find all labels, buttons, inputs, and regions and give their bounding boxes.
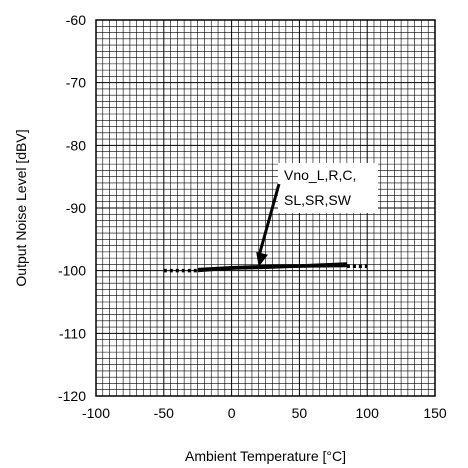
y-tick-label: -100 xyxy=(58,263,86,279)
x-axis-label: Ambient Temperature [°C] xyxy=(185,448,346,464)
x-tick-label: 50 xyxy=(292,405,308,421)
plot-frame xyxy=(95,19,436,397)
y-tick-label: -120 xyxy=(58,388,86,404)
annotation-box xyxy=(278,163,378,213)
annotation-line: SL,SR,SW xyxy=(284,192,352,208)
grid xyxy=(96,20,435,396)
y-tick-label: -60 xyxy=(66,12,86,28)
y-axis-label: Output Noise Level [dBV] xyxy=(13,129,29,286)
series-layer xyxy=(163,262,368,273)
x-tick-label: 150 xyxy=(423,405,447,421)
x-tick-label: 100 xyxy=(356,405,380,421)
annotation-arrowhead xyxy=(256,251,268,267)
y-tick-label: -70 xyxy=(66,75,86,91)
annotation-line: Vno_L,R,C, xyxy=(284,167,356,183)
y-tick-label: -80 xyxy=(66,137,86,153)
annotation: Vno_L,R,C, SL,SR,SW xyxy=(256,163,378,267)
y-tick-label: -90 xyxy=(66,200,86,216)
x-tick-label: -100 xyxy=(82,405,110,421)
x-tick-label: -50 xyxy=(154,405,174,421)
y-tick-label: -110 xyxy=(59,325,86,341)
tick-labels: -100 -50 0 50 100 150 -60 -70 -80 -90 -100 -110 -120 xyxy=(58,12,447,421)
x-tick-label: 0 xyxy=(228,405,236,421)
series-line xyxy=(197,264,347,272)
annotation-arrow xyxy=(257,183,281,258)
